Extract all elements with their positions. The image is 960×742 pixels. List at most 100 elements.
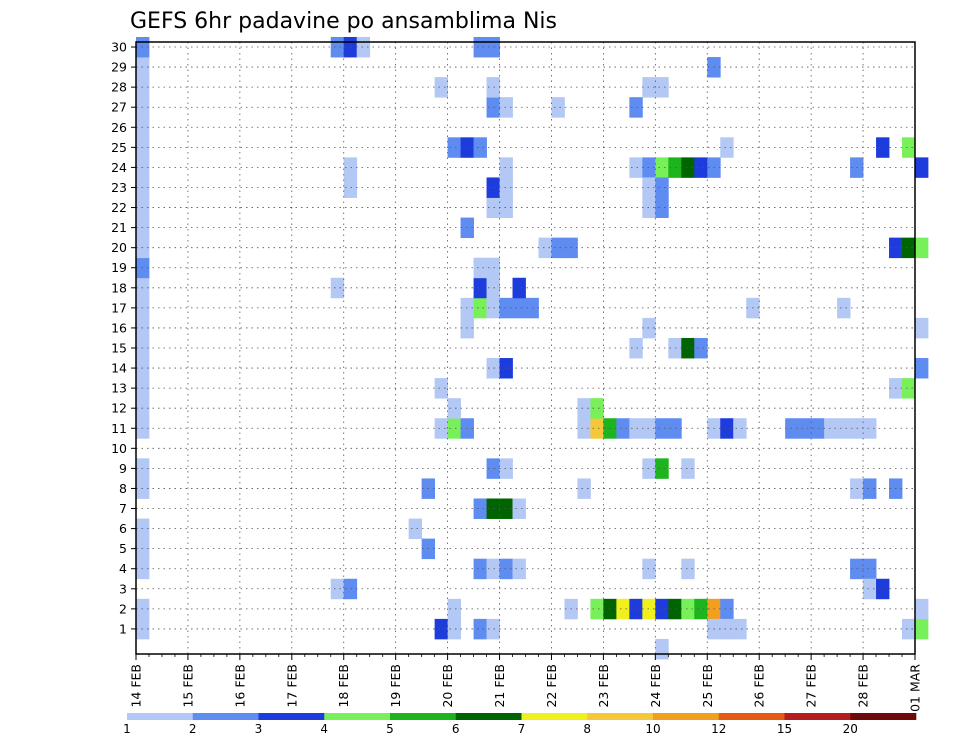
colorbar-swatch [390,713,457,720]
y-tick-label: 10 [111,441,127,456]
heatmap-cell [863,558,877,580]
heatmap-cell [499,458,513,479]
heatmap-cell [642,558,656,580]
y-tick-label: 29 [111,60,127,75]
heatmap-cell [642,197,656,218]
heatmap-cell [447,137,461,158]
colorbar-label: 4 [320,722,328,736]
heatmap-cell [473,558,487,580]
heatmap-cell [863,578,877,600]
y-tick-label: 2 [119,601,127,616]
y-tick-label: 26 [111,120,127,135]
heatmap-cell [642,418,656,439]
heatmap-cell [629,418,643,439]
heatmap-cell [486,177,500,198]
y-tick-label: 13 [111,381,127,396]
colorbar-swatch [653,713,720,720]
x-tick-label: 24 FEB [648,664,663,708]
colorbar-swatch [521,713,588,720]
colorbar-label: 15 [777,722,792,736]
heatmap-cell [538,237,552,259]
colorbar-swatch [127,713,194,720]
heatmap-cell [590,418,604,439]
y-tick-label: 4 [119,561,127,576]
heatmap-cell [434,618,448,640]
heatmap-cell [486,498,500,519]
heatmap-cell [577,398,591,419]
heatmap-cell [473,297,487,319]
heatmap-cell [876,137,890,158]
heatmap-cell [330,578,345,600]
heatmap-cell [486,277,500,299]
colorbar: 1 2 3 4 5 6 7 8 10 12 15 20 [123,713,917,736]
y-tick-label: 18 [111,280,127,295]
heatmap-cell [499,358,513,379]
heatmap-cell [837,297,851,319]
heatmap-cell [473,618,487,640]
colorbar-label: 6 [452,722,460,736]
x-tick-label: 16 FEB [232,664,247,708]
heatmap-cell [343,578,358,600]
heatmap-cell [512,297,526,319]
heatmap-cell [915,618,929,640]
heatmap-cell [330,277,345,299]
heatmap-cell [590,598,604,620]
heatmap-cell [447,618,461,640]
x-tick-label: 14 FEB [129,664,144,708]
y-tick-label: 24 [111,160,127,175]
heatmap-cell [642,77,656,98]
x-tick-label: 25 FEB [700,664,715,708]
heatmap-cell [720,598,734,620]
heatmap-cell [915,358,929,379]
heatmap-cell [629,598,643,620]
heatmap-cell [915,237,929,259]
heatmap-cell [616,598,630,620]
colorbar-swatch [324,713,391,720]
x-tick-label: 26 FEB [752,664,767,708]
heatmap-cell [486,558,500,580]
heatmap-cell [902,378,916,399]
heatmap-cell [837,418,851,439]
heatmap-cell [499,297,513,319]
heatmap-cell [655,177,669,198]
heatmap-cell [551,97,565,118]
x-tick-label: 19 FEB [388,664,403,708]
heatmap-cell [408,518,423,540]
colorbar-label: 1 [123,722,131,736]
heatmap-cell [681,558,695,580]
heatmap-cell [616,418,630,439]
heatmap-cell [720,418,734,439]
heatmap-cell [902,618,916,640]
x-tick-label: 18 FEB [336,664,351,708]
y-tick-label: 11 [111,421,127,436]
colorbar-label: 3 [255,722,263,736]
x-tick-label: 22 FEB [544,664,559,708]
y-tick-label: 21 [111,220,127,235]
heatmap-cell [655,418,669,439]
heatmap-cell [681,458,695,479]
y-tick-label: 15 [111,341,127,356]
x-tick-label: 21 FEB [492,664,507,708]
heatmap-cell [798,418,812,439]
y-tick-label: 12 [111,401,127,416]
heatmap-cell [915,317,929,339]
heatmap-cell [343,157,358,178]
heatmap-cell [681,598,695,620]
heatmap-cell [642,317,656,339]
heatmap-cell [499,558,513,580]
grid-lines [136,42,915,654]
heatmap-cell [863,478,877,499]
heatmap-cell [434,418,448,439]
y-tick-label: 1 [119,621,127,636]
colorbar-label: 10 [645,722,660,736]
colorbar-swatch [850,713,917,720]
heatmap-cell [694,337,708,359]
heatmap-cell [499,197,513,218]
y-tick-label: 7 [119,501,127,516]
y-tick-label: 28 [111,80,127,95]
heatmap-cell [473,36,487,58]
x-axis: 14 FEB 15 FEB 16 FEB 17 FEB 18 FEB 19 FEB 20 F… [129,654,923,712]
colorbar-label: 20 [843,722,858,736]
heatmap-cell [629,97,643,118]
